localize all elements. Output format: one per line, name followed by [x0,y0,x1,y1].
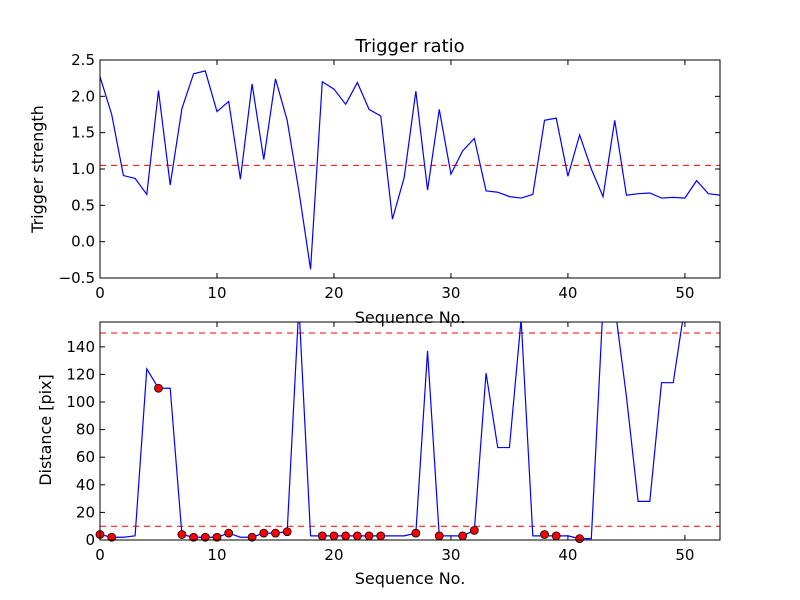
bottom-data-point [469,525,479,535]
bottom-data-point [458,531,468,541]
bottom-x-tick-label: 10 [207,546,226,564]
bottom-data-point [551,531,561,541]
bottom-x-tick-label: 40 [558,546,577,564]
bottom-data-point [282,527,292,537]
bottom-marks [95,322,720,544]
bottom-subplot: Sequence No. Distance [pix] 0 10 20 30 40 500… [36,321,721,588]
top-plot-area [100,70,720,270]
bottom-y-axis-label: Distance [pix] [36,374,55,486]
top-y-tick-label: 1.5 [71,124,95,142]
top-y-tick-label: 0.0 [71,233,95,251]
bottom-x-tick-label: 20 [324,546,343,564]
bottom-data-point [212,532,222,542]
top-x-tick-label: 20 [324,284,343,302]
top-x-tick-label: 40 [558,284,577,302]
bottom-data-point [329,531,339,541]
bottom-data-point [107,532,117,542]
top-y-tick-label: 0.5 [71,196,95,214]
top-x-tick-label: 30 [441,284,460,302]
top-y-axis-label: Trigger strength [28,105,47,234]
bottom-y-tick-label: 60 [76,448,95,466]
top-x-tick-label: 10 [207,284,226,302]
bottom-data-point [364,531,374,541]
bottom-data-point [540,530,549,539]
bottom-data-point [271,528,280,538]
bottom-x-axis-label: Sequence No. [355,569,466,588]
bottom-ticks: 0 10 20 30 40 50 0 20 40 60 80 100 120 140 [66,322,720,564]
top-y-tick-label: 2.0 [71,87,95,105]
bottom-y-tick-label: 20 [76,503,95,521]
top-x-axis-label: Sequence No. [355,308,466,327]
bottom-x-tick-label: 0 [95,546,105,564]
bottom-y-tick-label: 40 [76,476,95,494]
bottom-data-point [154,383,163,393]
top-x-tick-label: 50 [675,284,694,302]
bottom-data-point [575,534,585,544]
bottom-y-tick-label: 120 [66,365,95,383]
top-series-line [100,70,720,270]
bottom-y-tick-label: 100 [66,393,95,411]
bottom-data-point [247,532,257,542]
bottom-data-point [189,532,198,542]
top-chart-title: Trigger ratio [354,36,464,57]
bottom-plot-frame [99,321,721,541]
bottom-plot-area [100,322,720,540]
top-y-tick-label: −0.5 [59,269,95,287]
bottom-data-point [376,531,386,541]
top-x-tick-label: 0 [95,284,105,302]
top-y-tick-label: 1.0 [71,160,95,178]
bottom-data-point [317,531,327,541]
bottom-data-point [177,530,187,539]
top-y-tick-label: 2.5 [71,51,95,69]
bottom-data-point [200,532,210,542]
bottom-series-line [100,322,684,540]
top-subplot: Trigger ratio Sequence No. Trigger stren… [28,36,721,327]
bottom-data-point [434,531,444,541]
bottom-data-point [259,528,269,538]
bottom-y-tick-label: 140 [66,338,95,356]
bottom-x-tick-label: 30 [441,546,460,564]
bottom-data-point [341,531,351,541]
bottom-data-point [411,528,421,538]
bottom-data-point [224,528,234,538]
bottom-data-point [352,531,362,541]
top-plot-frame [99,59,721,279]
bottom-y-tick-label: 80 [76,421,95,439]
bottom-y-tick-label: 0 [85,531,95,549]
bottom-x-tick-label: 50 [675,546,694,564]
top-ticks: 0 10 20 30 40 50 −0.5 0.0 0.5 1.0 1.5 2.0 2.5 [59,51,720,302]
top-marks [100,70,720,270]
